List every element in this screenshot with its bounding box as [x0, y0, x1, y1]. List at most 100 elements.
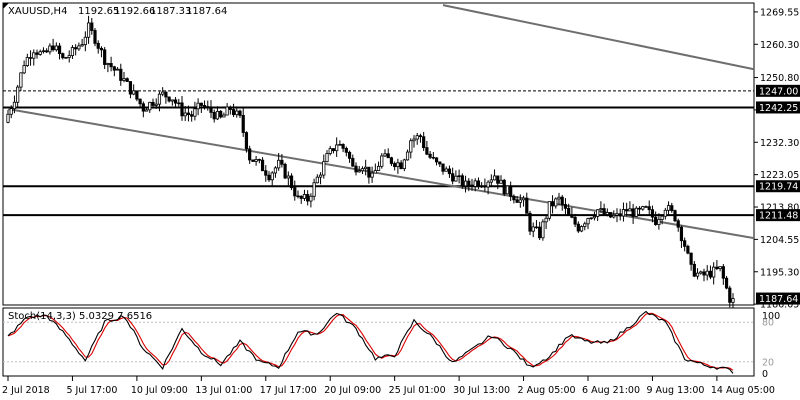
- candle-body: [199, 102, 203, 106]
- candle-body: [273, 167, 278, 174]
- candle-body: [286, 175, 290, 179]
- candle-body: [48, 45, 52, 53]
- candle-body: [112, 66, 116, 71]
- candle-body: [724, 277, 729, 289]
- candle-body: [666, 205, 671, 211]
- candle-body: [364, 166, 368, 170]
- candle-body: [473, 180, 477, 187]
- candle-body: [103, 49, 107, 65]
- time-tick-label: 2 Aug 05:00: [518, 385, 576, 396]
- candle-body: [502, 179, 506, 195]
- candle-body: [557, 196, 561, 200]
- candle-body: [612, 214, 616, 218]
- level-label: 1247.00: [759, 86, 798, 97]
- candle-body: [686, 245, 690, 254]
- price-panel-frame: [2, 2, 755, 306]
- candle-body: [77, 45, 81, 50]
- candle-body: [61, 53, 65, 59]
- stoch-lines: [7, 310, 734, 374]
- candle-body: [486, 181, 490, 188]
- candle-body: [712, 266, 716, 278]
- candle-body: [663, 209, 667, 217]
- candle-body: [354, 165, 358, 173]
- candle-body: [699, 271, 703, 274]
- candle-body: [596, 209, 600, 217]
- candle-body: [483, 185, 487, 188]
- candle-body: [512, 195, 516, 201]
- candle-body: [86, 22, 91, 38]
- candle-body: [306, 194, 310, 202]
- candle-body: [386, 153, 390, 159]
- candle-body: [128, 81, 133, 95]
- time-tick-label: 20 Jul 09:00: [324, 385, 381, 396]
- candle-body: [51, 45, 55, 51]
- candle-body: [399, 162, 403, 170]
- candle-body: [389, 157, 394, 164]
- time-tick-label: 13 Jul 01:00: [195, 385, 252, 396]
- candle-body: [309, 195, 313, 202]
- candle-body: [28, 57, 33, 59]
- horizontal-levels: [3, 90, 754, 217]
- level-label: 1219.74: [759, 182, 798, 193]
- candle-body: [718, 266, 722, 270]
- candle-body: [563, 204, 568, 209]
- candle-body: [480, 185, 484, 188]
- candle-body: [64, 57, 68, 59]
- candle-body: [447, 168, 452, 175]
- candle-body: [370, 172, 374, 178]
- candle-body: [657, 219, 661, 225]
- candle-body: [679, 226, 684, 242]
- candle-body: [19, 72, 23, 88]
- candle-body: [586, 218, 590, 225]
- time-tick-label: 5 Jul 17:00: [66, 385, 117, 396]
- candle-body: [644, 206, 648, 208]
- candle-body: [605, 212, 609, 215]
- time-tick-label: 9 Aug 13:00: [646, 385, 704, 396]
- candle-body: [396, 162, 400, 168]
- candle-body: [425, 147, 429, 155]
- price-tick-label: 1250.80: [760, 73, 799, 84]
- candle-body: [196, 102, 200, 110]
- candle-body: [441, 163, 445, 172]
- candle-body: [625, 209, 629, 212]
- candle-body: [628, 208, 632, 212]
- candle-body: [444, 168, 448, 172]
- candle-body: [631, 208, 635, 217]
- candle-body: [231, 109, 236, 116]
- time-tick-label: 17 Jul 17:00: [260, 385, 317, 396]
- candle-body: [618, 213, 622, 217]
- candle-body: [283, 163, 287, 179]
- candle-body: [380, 155, 384, 167]
- stoch-title: Stoch(14,3,3) 5.0329 7.6516: [8, 311, 152, 322]
- level-label-box: [756, 180, 800, 193]
- candle-body: [54, 45, 58, 51]
- candle-body: [35, 52, 39, 55]
- candle-body: [254, 159, 258, 162]
- candle-body: [531, 226, 535, 232]
- candle-body: [341, 144, 345, 149]
- stoch-panel-frame: [2, 307, 755, 377]
- time-tick-label: 10 Jul 09:00: [131, 385, 188, 396]
- candle-body: [325, 153, 329, 163]
- time-tick-label: 25 Jul 01:00: [389, 385, 446, 396]
- price-tick-label: 1269.55: [760, 7, 799, 18]
- candle-body: [138, 98, 142, 105]
- stoch-tick-label: 0: [762, 369, 768, 380]
- candle-body: [209, 106, 213, 113]
- candle-body: [505, 185, 510, 195]
- candle-body: [418, 135, 423, 138]
- candle-body: [119, 68, 123, 81]
- candle-body: [135, 90, 139, 100]
- candle-body: [721, 266, 725, 279]
- trendline: [442, 4, 755, 71]
- candle-body: [525, 197, 529, 214]
- candle-body: [212, 112, 216, 120]
- candle-body: [373, 170, 377, 174]
- candle-body: [708, 270, 713, 278]
- candle-body: [515, 199, 519, 203]
- candle-body: [689, 252, 693, 265]
- ohlc-high: 1192.66: [114, 6, 155, 17]
- candle-body: [80, 44, 84, 47]
- candle-body: [579, 226, 584, 232]
